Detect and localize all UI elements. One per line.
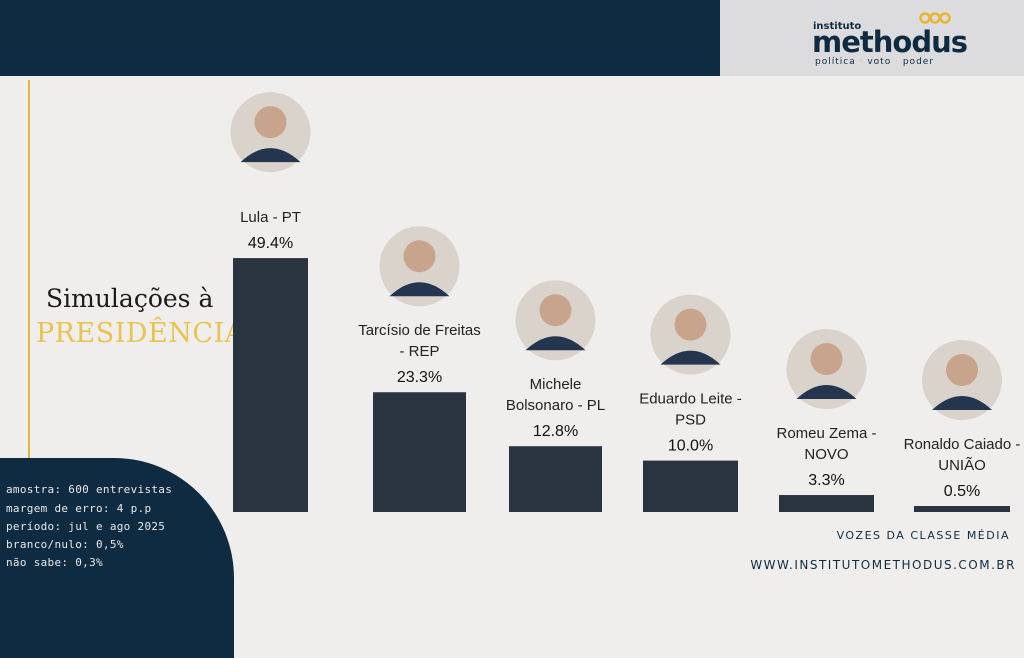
data-label: 0.5% bbox=[944, 483, 980, 500]
accent-line bbox=[28, 80, 30, 460]
category-label: Michele bbox=[530, 376, 582, 393]
bar bbox=[233, 258, 308, 512]
header-bar bbox=[0, 0, 720, 76]
tagline-word: poder bbox=[902, 57, 935, 67]
category-label: - REP bbox=[399, 343, 439, 360]
footer-tagline: VOZES DA CLASSE MÉDIA bbox=[836, 529, 1010, 542]
data-label: 12.8% bbox=[533, 423, 578, 440]
info-unknown: não sabe: 0,3% bbox=[6, 556, 103, 569]
category-label: PSD bbox=[675, 412, 706, 429]
dot-separator: · bbox=[895, 57, 899, 67]
bar-chart: 49.4% Lula - PT 23.3% Tarcísio de Freitas - … bbox=[230, 92, 1021, 512]
dot-separator: · bbox=[859, 57, 864, 67]
bar bbox=[643, 460, 738, 512]
tagline-word: voto bbox=[867, 57, 892, 67]
bar bbox=[914, 506, 1010, 512]
info-period: período: jul e ago 2025 bbox=[6, 520, 166, 533]
info-margin: margem de erro: 4 p.p bbox=[6, 502, 152, 515]
brand-tagline: política · voto · poder bbox=[815, 57, 934, 67]
logo-panel bbox=[720, 0, 1024, 76]
brand-rings-icon bbox=[919, 12, 951, 24]
brand-small: instituto bbox=[813, 21, 862, 32]
footer-url: WWW.INSTITUTOMETHODUS.COM.BR bbox=[750, 558, 1016, 572]
candidate-photo bbox=[230, 92, 311, 173]
bar bbox=[509, 446, 602, 512]
category-label: NOVO bbox=[804, 446, 848, 463]
category-label: Ronaldo Caiado - bbox=[904, 436, 1021, 453]
category-label: Lula - PT bbox=[240, 209, 301, 226]
bar bbox=[373, 392, 466, 512]
bar bbox=[779, 495, 874, 512]
data-label: 3.3% bbox=[808, 472, 844, 489]
candidate-photo bbox=[379, 226, 460, 307]
candidate-photo bbox=[922, 340, 1002, 420]
tagline-word: política bbox=[815, 57, 856, 67]
page-subtitle: PRESIDÊNCIA bbox=[36, 318, 245, 349]
candidate-photo bbox=[650, 294, 731, 375]
category-label: Bolsonaro - PL bbox=[506, 397, 605, 414]
data-label: 10.0% bbox=[668, 438, 713, 455]
category-label: Romeu Zema - bbox=[776, 425, 876, 442]
page-title: Simulações à bbox=[46, 284, 214, 313]
category-label: Eduardo Leite - bbox=[639, 391, 742, 408]
data-label: 23.3% bbox=[397, 369, 442, 386]
candidate-photo bbox=[786, 329, 867, 410]
info-sample: amostra: 600 entrevistas bbox=[6, 483, 173, 496]
candidate-photo bbox=[515, 280, 596, 361]
category-label: Tarcísio de Freitas bbox=[358, 322, 481, 339]
category-label: UNIÃO bbox=[938, 457, 986, 474]
data-label: 49.4% bbox=[248, 235, 293, 252]
info-blank: branco/nulo: 0,5% bbox=[6, 538, 124, 551]
brand-name: methodus bbox=[812, 25, 968, 59]
